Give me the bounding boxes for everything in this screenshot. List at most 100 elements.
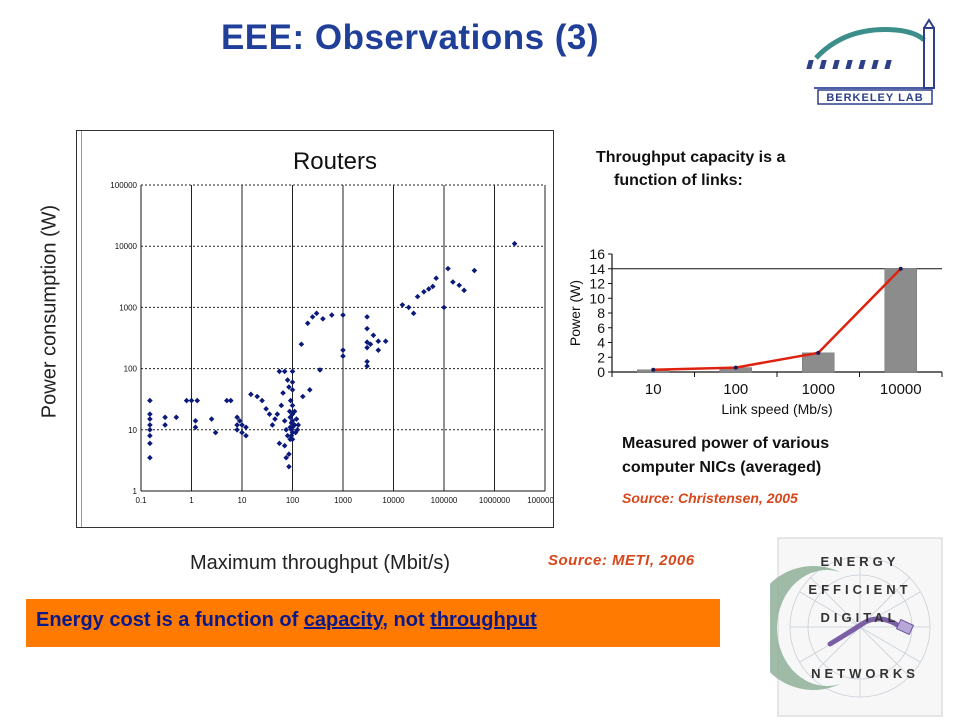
eedn-line1: ENERGY bbox=[821, 554, 900, 569]
router-data-point bbox=[183, 397, 190, 404]
router-data-point bbox=[421, 288, 427, 295]
router-data-point bbox=[263, 406, 269, 412]
router-data-point bbox=[511, 240, 518, 247]
router-data-point bbox=[298, 341, 305, 348]
banner-middle: , not bbox=[382, 609, 431, 631]
router-data-point bbox=[259, 397, 265, 404]
router-data-point bbox=[162, 422, 168, 428]
nic-line-point bbox=[733, 365, 738, 370]
router-data-point bbox=[286, 463, 292, 470]
router-data-point bbox=[147, 397, 153, 404]
router-data-point bbox=[286, 451, 292, 457]
router-data-point bbox=[328, 312, 335, 318]
nic-heading-line2: function of links: bbox=[614, 172, 743, 189]
nic-caption-line1: Measured power of various bbox=[622, 435, 830, 452]
router-data-point bbox=[234, 427, 240, 433]
nic-y-tick-label: 10 bbox=[589, 290, 605, 306]
router-data-point bbox=[292, 429, 299, 436]
x-tick-label: 100 bbox=[286, 496, 300, 505]
y-tick-label: 10 bbox=[128, 426, 137, 435]
y-tick-label: 100 bbox=[124, 365, 138, 374]
router-data-point bbox=[450, 279, 456, 285]
nic-x-tick-label: 100 bbox=[723, 381, 748, 398]
router-chart-title: Routers bbox=[293, 148, 377, 175]
router-data-point bbox=[317, 367, 323, 373]
conclusion-banner: Energy cost is a function of capacity, n… bbox=[26, 599, 720, 647]
nic-trend-line bbox=[653, 267, 902, 372]
slide-title: EEE: Observations (3) bbox=[220, 18, 600, 57]
router-data-point bbox=[236, 418, 243, 424]
router-data-point bbox=[286, 408, 293, 415]
router-data-point bbox=[405, 304, 412, 311]
banner-throughput-word: throughput bbox=[430, 609, 537, 631]
router-data-point bbox=[414, 293, 421, 300]
x-tick-label: 0.1 bbox=[135, 496, 147, 505]
router-data-point bbox=[425, 286, 432, 292]
router-data-point bbox=[286, 384, 292, 390]
router-data-point bbox=[289, 436, 296, 443]
router-data-point bbox=[399, 302, 406, 308]
berkeley-lab-logo-icon: BERKELEY LAB bbox=[806, 18, 946, 106]
x-tick-label: 10000 bbox=[382, 496, 405, 505]
nic-bar bbox=[884, 268, 917, 373]
router-chart-panel: Routers 0.1 1 10 100 1000 10000 100000 1000000 10… bbox=[76, 130, 563, 528]
nic-line-point bbox=[898, 266, 903, 271]
router-data-point bbox=[234, 422, 240, 428]
router-data-point bbox=[243, 432, 249, 439]
router-data-point bbox=[192, 418, 199, 424]
x-tick-label: 100000 bbox=[431, 496, 458, 505]
router-data-point bbox=[340, 347, 346, 353]
router-data-point bbox=[300, 393, 306, 400]
router-data-point bbox=[289, 387, 296, 393]
router-data-point bbox=[340, 353, 346, 359]
router-data-point bbox=[375, 338, 382, 345]
router-data-point bbox=[194, 397, 201, 404]
y-tick-label: 1 bbox=[133, 487, 138, 496]
router-data-point bbox=[147, 416, 153, 422]
router-data-point bbox=[410, 310, 417, 317]
router-data-point bbox=[288, 427, 295, 433]
router-data-point bbox=[429, 283, 436, 290]
router-data-point bbox=[281, 442, 288, 449]
router-data-point bbox=[313, 310, 320, 317]
router-data-point bbox=[445, 265, 451, 272]
router-data-point bbox=[367, 341, 374, 348]
router-data-point bbox=[441, 304, 447, 311]
router-data-point bbox=[364, 358, 370, 365]
nic-y-tick-label: 8 bbox=[597, 305, 605, 321]
router-data-point bbox=[289, 418, 296, 424]
router-data-point bbox=[295, 422, 302, 428]
router-x-axis-title: Maximum throughput (Mbit/s) bbox=[189, 552, 451, 574]
router-data-point bbox=[287, 414, 293, 421]
nic-x-tick-label: 1000 bbox=[802, 381, 835, 398]
nic-caption-line2: computer NICs (averaged) bbox=[622, 459, 822, 476]
panel-edge bbox=[81, 131, 82, 527]
router-data-point bbox=[382, 338, 389, 345]
nic-y-tick-label: 2 bbox=[597, 349, 605, 365]
x-tick-label: 10 bbox=[238, 496, 247, 505]
router-data-point bbox=[278, 402, 285, 409]
router-data-point bbox=[320, 316, 326, 322]
eedn-line2: EFFICIENT bbox=[808, 582, 911, 597]
router-data-point bbox=[287, 397, 294, 404]
router-data-point bbox=[370, 332, 377, 339]
router-data-point bbox=[281, 418, 288, 424]
nic-power-chart: 0 2 4 6 8 10 12 14 16 10 100 1000 10000 Link speed (M… bbox=[560, 246, 960, 426]
router-data-point bbox=[293, 416, 300, 422]
router-data-point bbox=[266, 411, 273, 417]
router-data-point bbox=[162, 414, 168, 421]
router-data-point bbox=[208, 416, 215, 422]
router-data-point bbox=[239, 422, 245, 428]
router-data-point bbox=[269, 422, 276, 428]
nic-y-tick-label: 4 bbox=[597, 335, 605, 351]
nic-x-tick-label: 10 bbox=[645, 381, 662, 398]
x-tick-label: 1 bbox=[189, 496, 194, 505]
router-data-point bbox=[239, 429, 245, 436]
router-data-point bbox=[289, 379, 296, 385]
router-data-point bbox=[281, 368, 288, 375]
eedn-logo: ENERGY EFFICIENT DIGITAL NETWORKS bbox=[751, 532, 950, 720]
router-data-point bbox=[147, 432, 153, 439]
nic-y-tick-label: 6 bbox=[597, 320, 605, 336]
router-data-point bbox=[272, 416, 278, 422]
